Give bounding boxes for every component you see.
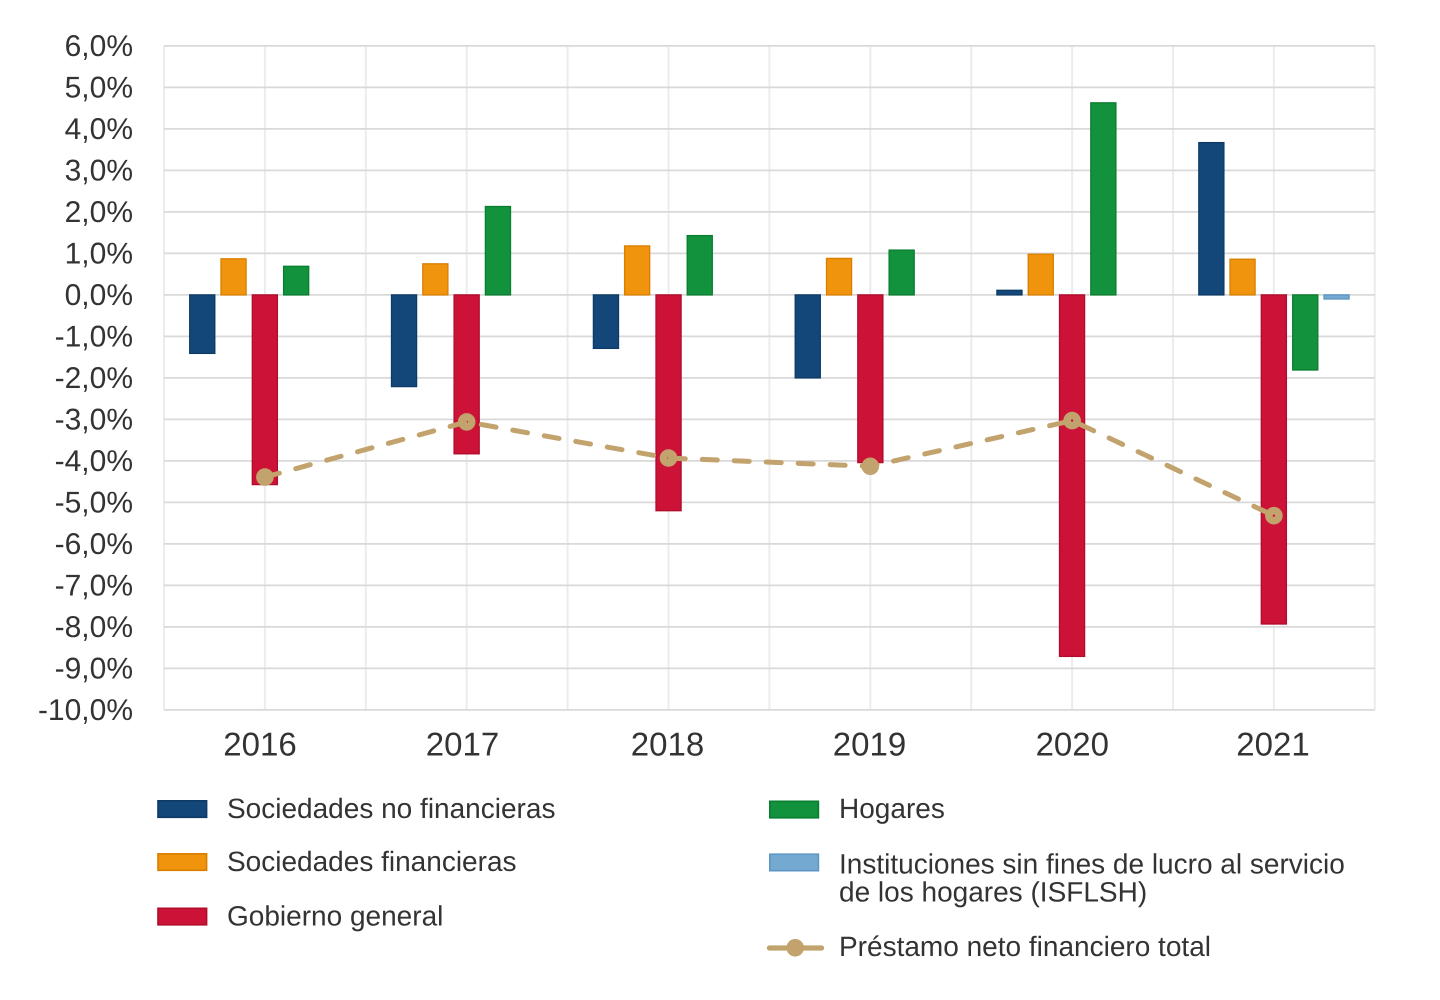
svg-text:5,0%: 5,0%: [65, 72, 133, 105]
svg-text:1,0%: 1,0%: [65, 238, 133, 271]
svg-text:de los hogares (ISFLSH): de los hogares (ISFLSH): [839, 876, 1147, 907]
svg-text:2021: 2021: [1236, 726, 1309, 763]
svg-text:4,0%: 4,0%: [65, 113, 133, 146]
svg-text:2,0%: 2,0%: [65, 196, 133, 229]
svg-text:-6,0%: -6,0%: [55, 528, 133, 561]
svg-text:Hogares: Hogares: [839, 793, 945, 824]
svg-text:2017: 2017: [426, 726, 499, 763]
svg-text:Gobierno general: Gobierno general: [227, 901, 443, 932]
svg-text:2019: 2019: [833, 726, 906, 763]
svg-text:-10,0%: -10,0%: [38, 694, 133, 727]
svg-text:Préstamo neto financiero total: Préstamo neto financiero total: [839, 931, 1211, 962]
svg-text:-5,0%: -5,0%: [55, 487, 133, 520]
svg-text:2020: 2020: [1036, 726, 1109, 763]
svg-text:0,0%: 0,0%: [65, 279, 133, 312]
svg-text:Instituciones sin fines de luc: Instituciones sin fines de lucro al serv…: [839, 848, 1345, 879]
svg-text:-8,0%: -8,0%: [55, 611, 133, 644]
svg-text:-3,0%: -3,0%: [55, 404, 133, 437]
svg-text:2018: 2018: [631, 726, 704, 763]
svg-text:Sociedades no financieras: Sociedades no financieras: [227, 793, 555, 824]
svg-text:-7,0%: -7,0%: [55, 570, 133, 603]
svg-text:-9,0%: -9,0%: [55, 653, 133, 686]
svg-text:2016: 2016: [223, 726, 296, 763]
svg-text:-1,0%: -1,0%: [55, 321, 133, 354]
svg-text:-4,0%: -4,0%: [55, 445, 133, 478]
svg-text:3,0%: 3,0%: [65, 155, 133, 188]
svg-text:Sociedades financieras: Sociedades financieras: [227, 846, 517, 877]
svg-text:6,0%: 6,0%: [65, 30, 133, 63]
svg-text:-2,0%: -2,0%: [55, 362, 133, 395]
